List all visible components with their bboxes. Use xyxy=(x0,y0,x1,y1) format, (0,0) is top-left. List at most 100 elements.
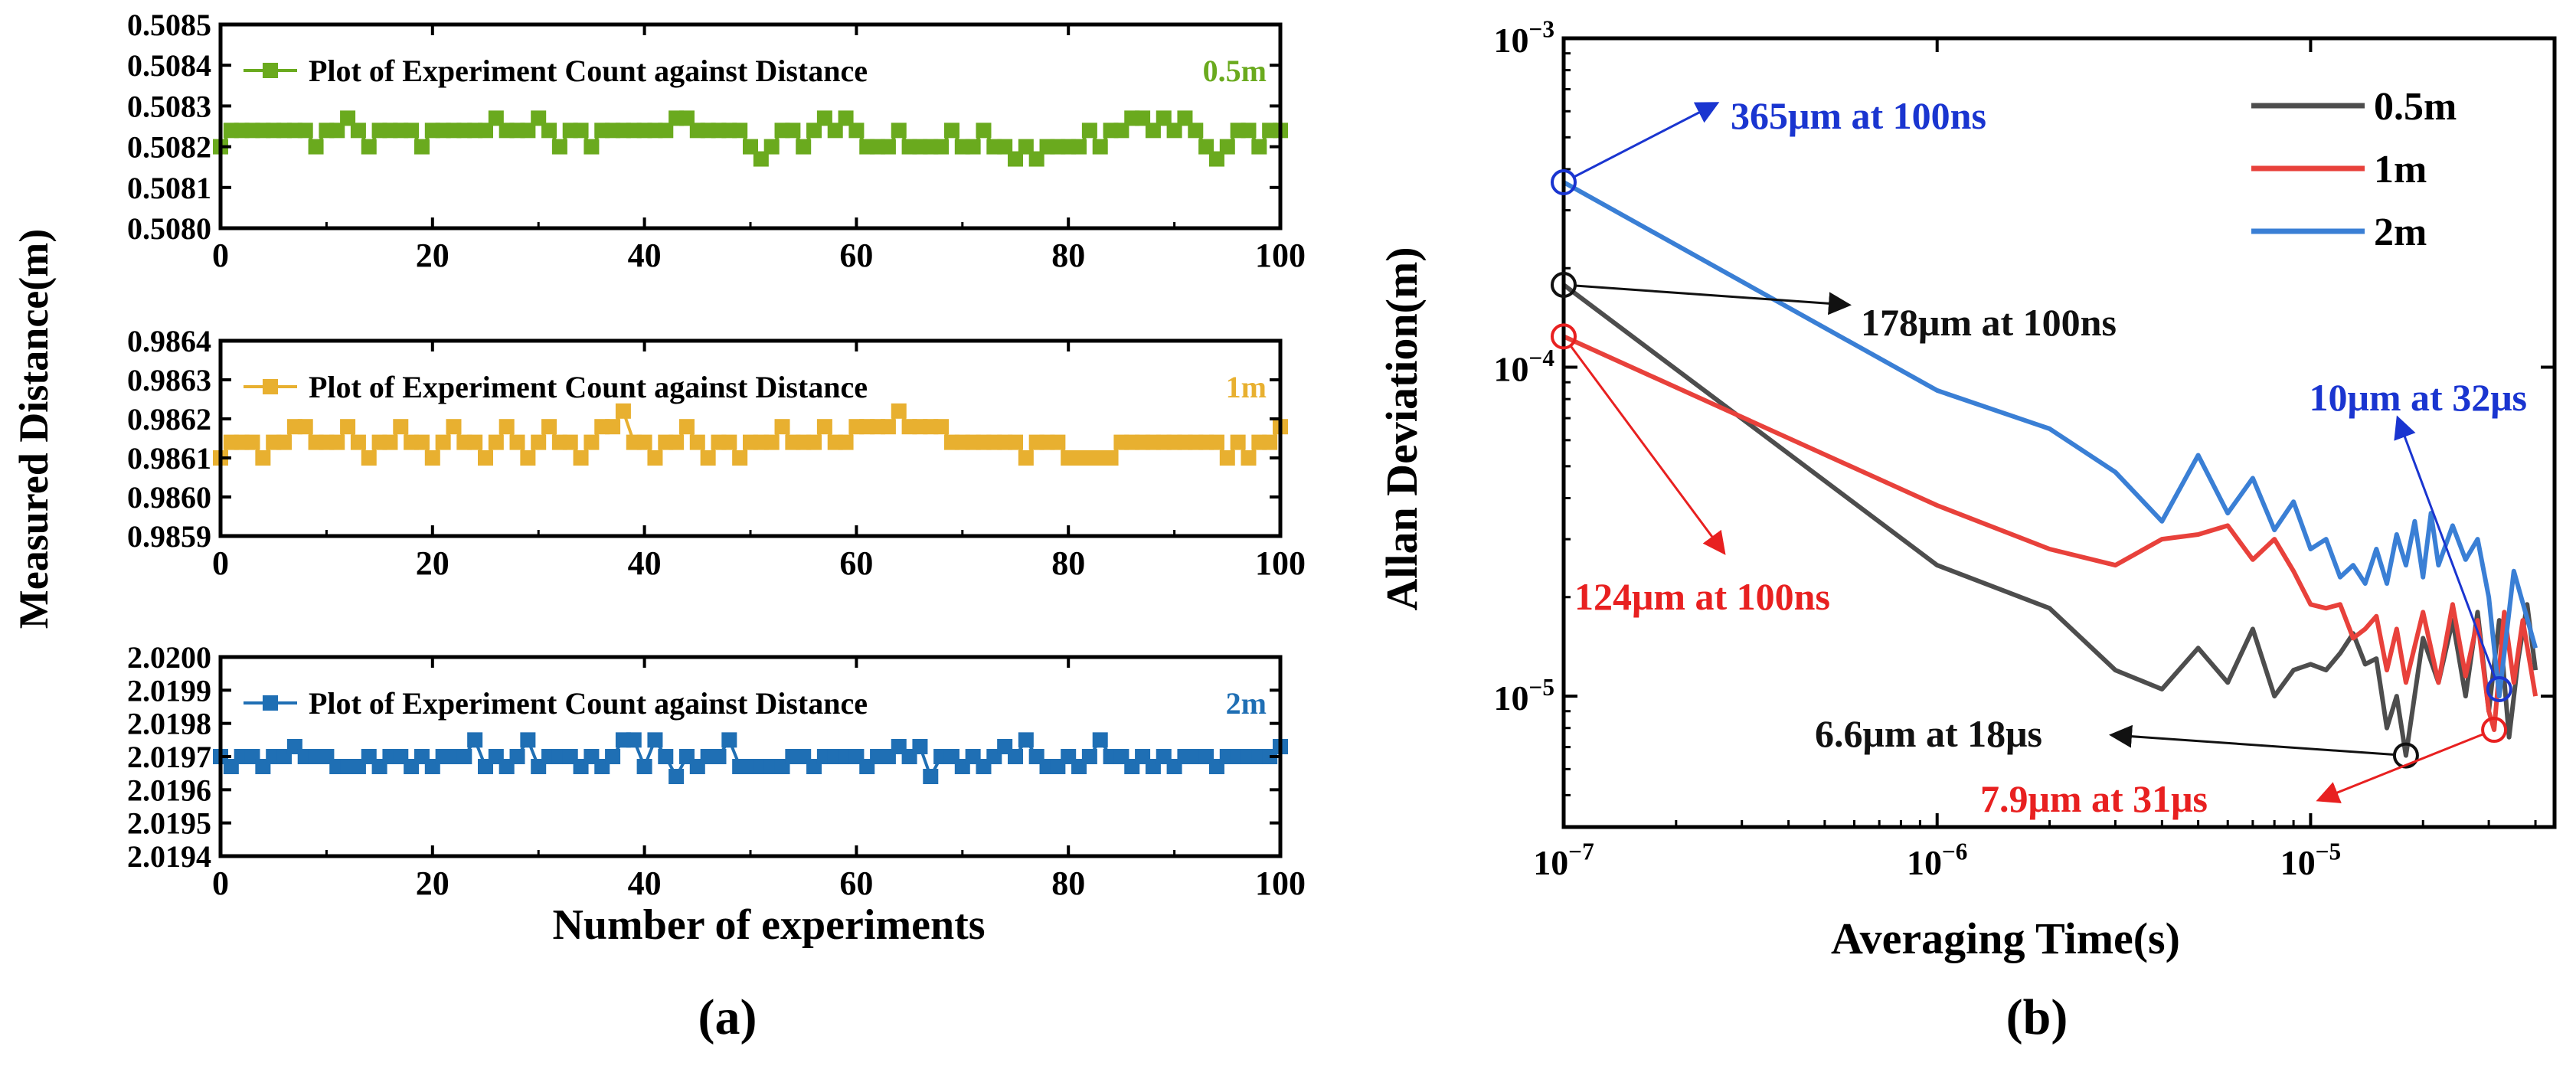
data-point xyxy=(848,123,865,139)
annotation-label: 124μm at 100ns xyxy=(1574,575,1830,618)
series-markers xyxy=(213,403,1288,466)
data-point xyxy=(636,434,652,450)
data-point xyxy=(456,749,472,764)
annotation-marker xyxy=(1551,323,1577,350)
data-point xyxy=(361,450,377,466)
data-point xyxy=(997,139,1013,155)
data-point xyxy=(933,139,950,155)
x-tick-label: 80 xyxy=(1051,544,1085,582)
data-point xyxy=(520,732,536,748)
x-tick-label: 20 xyxy=(416,865,449,902)
data-point xyxy=(1230,434,1246,450)
annotation-arrow xyxy=(1574,284,1852,315)
y-tick-label: 2.0198 xyxy=(127,707,211,741)
y-tick-label: 0.5081 xyxy=(127,171,211,205)
data-point xyxy=(435,434,451,450)
x-tick-label: 10−6 xyxy=(1907,839,1967,882)
data-point xyxy=(244,434,260,450)
data-point xyxy=(446,419,462,435)
data-point xyxy=(743,139,758,155)
x-tick-label: 80 xyxy=(1051,237,1085,274)
y-tick-label: 0.9863 xyxy=(127,363,211,397)
data-point xyxy=(669,434,685,450)
x-tick-label: 0 xyxy=(212,865,229,902)
data-point xyxy=(753,151,769,167)
annotation-arrow xyxy=(2394,415,2496,679)
data-point xyxy=(1018,450,1034,466)
data-point xyxy=(478,123,493,139)
y-tick-label: 2.0200 xyxy=(127,640,211,675)
annotation-marker xyxy=(2392,742,2419,769)
annotation-arrow xyxy=(1573,102,1720,178)
legend-marker xyxy=(263,695,278,711)
annotation-marker xyxy=(1551,169,1577,196)
series-markers xyxy=(213,110,1288,167)
y-tick-label: 0.5083 xyxy=(127,89,211,123)
data-point xyxy=(605,419,621,435)
legend-label: Plot of Experiment Count against Distanc… xyxy=(309,686,868,721)
legend-marker xyxy=(263,379,278,394)
data-point xyxy=(573,123,589,139)
data-point xyxy=(297,123,313,139)
x-tick-label: 0 xyxy=(212,544,229,582)
y-tick-label: 10−4 xyxy=(1494,345,1555,388)
x-tick-label: 40 xyxy=(628,544,662,582)
data-point xyxy=(509,749,525,764)
data-point xyxy=(361,139,377,155)
data-point xyxy=(891,403,907,419)
data-point xyxy=(1008,151,1023,167)
data-point xyxy=(806,434,822,450)
data-point xyxy=(1177,110,1193,126)
data-point xyxy=(541,419,557,435)
dataset-tag: 0.5m xyxy=(1203,54,1267,88)
legend-label: 2m xyxy=(2374,211,2427,254)
data-point xyxy=(1018,139,1034,155)
x-tick-label: 40 xyxy=(628,237,662,274)
annotation-marker xyxy=(2481,717,2508,744)
data-point xyxy=(520,450,536,466)
data-point xyxy=(541,123,557,139)
y-tick-label: 10−3 xyxy=(1494,16,1554,60)
panel-a-bottom-plot: 0 20 40 60 80 1002.01942.01952.01962.01972.01… xyxy=(127,640,1306,902)
data-point xyxy=(774,419,790,435)
data-point xyxy=(1208,151,1224,167)
y-tick-label: 0.9862 xyxy=(127,402,211,436)
data-point xyxy=(1219,139,1235,155)
data-point xyxy=(329,123,345,139)
data-point xyxy=(1241,123,1257,139)
data-point xyxy=(1008,749,1023,764)
legend-label: Plot of Experiment Count against Distanc… xyxy=(309,54,868,88)
data-point xyxy=(1103,450,1119,466)
data-point xyxy=(721,732,737,748)
data-point xyxy=(551,139,567,155)
data-point xyxy=(1071,139,1087,155)
data-point xyxy=(838,110,854,126)
data-point xyxy=(647,450,663,466)
data-point xyxy=(499,419,515,435)
data-point xyxy=(689,434,705,450)
annotation-arrow xyxy=(1569,345,1726,555)
y-tick-label: 10−5 xyxy=(1494,674,1554,718)
data-point xyxy=(1135,110,1151,126)
data-point xyxy=(520,123,536,139)
data-point xyxy=(1050,434,1066,450)
y-tick-label: 0.9864 xyxy=(127,324,211,358)
data-point xyxy=(584,434,600,450)
data-point xyxy=(340,419,356,435)
annotation-arrow xyxy=(2109,724,2395,757)
series-line-0.5m xyxy=(1562,283,2538,758)
data-point xyxy=(1081,123,1097,139)
data-point xyxy=(255,450,271,466)
data-point xyxy=(1081,749,1097,764)
y-axis-label: Allan Deviation(m) xyxy=(1377,247,1427,610)
data-point xyxy=(976,123,992,139)
data-point xyxy=(276,434,293,450)
data-point xyxy=(816,110,832,126)
data-point xyxy=(584,139,600,155)
y-tick-label: 0.9860 xyxy=(127,480,211,515)
data-point xyxy=(796,139,812,155)
data-point xyxy=(478,450,493,466)
panel-a-xlabel: Number of experiments xyxy=(552,901,985,949)
data-point xyxy=(615,403,631,419)
